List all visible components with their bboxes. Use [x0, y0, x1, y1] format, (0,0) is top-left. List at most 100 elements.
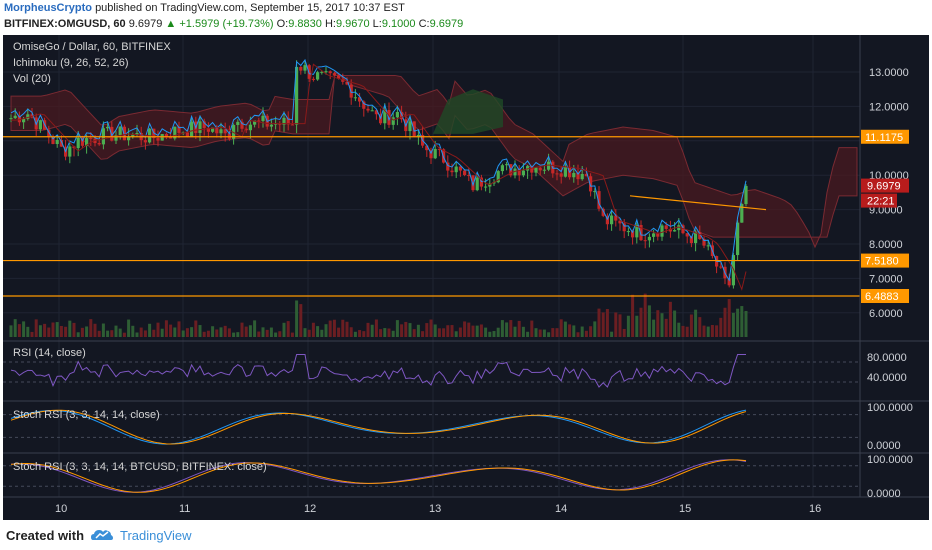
author-link[interactable]: MorpheusCrypto	[4, 2, 92, 14]
volume-bar	[307, 329, 311, 337]
candle-body	[219, 129, 223, 134]
candle-body	[631, 231, 635, 238]
volume-bar	[605, 309, 609, 337]
volume-bar	[412, 329, 416, 337]
high-label: H:	[324, 18, 336, 30]
volume-bar	[143, 330, 147, 337]
candle-body	[673, 230, 677, 232]
volume-label[interactable]: Vol (20)	[13, 73, 51, 85]
candle-body	[555, 173, 559, 175]
volume-bar	[391, 330, 395, 337]
candle-body	[164, 134, 168, 137]
candle-body	[694, 232, 698, 244]
time-axis-label: 14	[555, 503, 567, 515]
candle-body	[47, 129, 51, 138]
candle-body	[85, 138, 89, 146]
volume-bar	[538, 329, 542, 337]
candle-body	[198, 121, 202, 133]
candle-body	[563, 166, 567, 177]
candle-body	[278, 123, 282, 125]
candle-body	[492, 182, 496, 184]
volume-bar	[148, 323, 152, 337]
ichimoku-cloud	[10, 71, 858, 249]
candle-body	[290, 124, 294, 126]
candle-body	[463, 170, 467, 176]
candle-body	[17, 115, 21, 123]
volume-bar	[47, 327, 51, 337]
volume-bar	[505, 322, 509, 337]
time-axis-label: 15	[679, 503, 691, 515]
volume-bar	[433, 324, 437, 337]
stoch-rsi-btc-axis-label: 0.0000	[867, 488, 901, 500]
candle-body	[253, 120, 257, 125]
volume-bar	[232, 332, 236, 337]
candle-body	[114, 135, 118, 141]
candle-body	[362, 101, 366, 109]
level-price-tag	[861, 253, 909, 268]
close-value: 9.6979	[429, 18, 464, 30]
volume-bar	[202, 331, 206, 337]
candle-body	[589, 176, 593, 192]
stoch-rsi-btc-label[interactable]: Stoch RSI (3, 3, 14, 14, BTCUSD, BITFINE…	[13, 461, 267, 473]
time-axis-label: 13	[429, 503, 441, 515]
volume-bar	[55, 322, 59, 337]
candle-body	[366, 108, 370, 111]
candle-body	[467, 175, 471, 177]
volume-bar	[643, 293, 647, 337]
candle-body	[248, 124, 252, 131]
volume-bar	[253, 320, 257, 337]
rsi-label[interactable]: RSI (14, close)	[13, 347, 86, 359]
volume-bar	[668, 301, 672, 337]
kijun-line	[11, 63, 747, 291]
volume-bar	[547, 332, 551, 337]
volume-bar	[190, 327, 194, 337]
volume-bar	[358, 330, 362, 337]
stoch-rsi-label[interactable]: Stoch RSI (3, 3, 14, 14, close)	[13, 409, 160, 421]
candle-body	[702, 239, 706, 246]
low-value: 9.1000	[381, 18, 416, 30]
volume-bar	[185, 328, 189, 337]
chart-area[interactable]: 11.1175 7.5180 6.4883 13.0000 12.0000 10.000…	[3, 35, 929, 520]
candle-body	[324, 71, 328, 73]
close-label: C:	[418, 18, 430, 30]
volume-bar	[404, 321, 408, 337]
candle-body	[353, 97, 357, 99]
candle-body	[185, 132, 189, 137]
volume-bar	[248, 325, 252, 337]
candle-body	[614, 215, 618, 221]
tradingview-brand[interactable]: TradingView	[120, 528, 192, 543]
candle-body	[685, 233, 689, 237]
ichimoku-label[interactable]: Ichimoku (9, 26, 52, 26)	[13, 57, 129, 69]
volume-bar	[122, 332, 126, 337]
candle-body	[513, 168, 517, 176]
time-axis-label: 16	[809, 503, 821, 515]
candle-body	[9, 118, 13, 120]
created-with-text: Created with	[6, 528, 85, 543]
volume-bar	[421, 331, 425, 337]
candle-body	[106, 126, 110, 129]
volume-bar	[681, 325, 685, 337]
volume-bar	[496, 327, 500, 337]
candle-body	[433, 148, 437, 159]
volume-bar	[576, 332, 580, 337]
candle-body	[517, 168, 521, 176]
volume-bar	[744, 310, 748, 337]
volume-bar	[429, 319, 433, 337]
stoch-rsi-btc-axis-label: 100.0000	[867, 454, 913, 466]
volume-bar	[80, 327, 84, 337]
volume-bar	[152, 329, 156, 337]
volume-bar	[425, 323, 429, 337]
candle-body	[668, 228, 672, 232]
volume-bar	[471, 325, 475, 337]
volume-bar	[572, 325, 576, 337]
volume-bar	[366, 322, 370, 337]
volume-bar	[488, 331, 492, 337]
volume-bar	[463, 321, 467, 337]
candle-body	[736, 222, 740, 256]
candle-body	[484, 186, 488, 188]
volume-bar	[500, 320, 504, 337]
candle-body	[412, 121, 416, 137]
candle-body	[332, 73, 336, 76]
volume-bar	[492, 331, 496, 337]
